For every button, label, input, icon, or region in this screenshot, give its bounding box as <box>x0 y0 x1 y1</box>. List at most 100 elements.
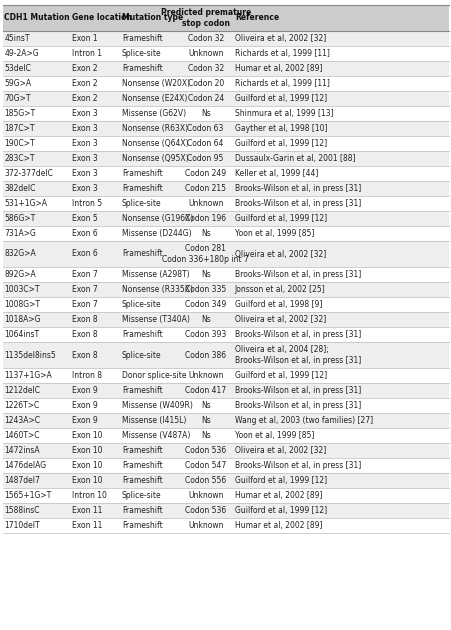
Text: Gayther et al, 1998 [10]: Gayther et al, 1998 [10] <box>234 124 327 133</box>
Text: 1710delT: 1710delT <box>4 521 40 530</box>
Text: Exon 10: Exon 10 <box>72 476 102 485</box>
Text: Guilford et al, 1999 [12]: Guilford et al, 1999 [12] <box>234 139 326 148</box>
Text: Guilford et al, 1999 [12]: Guilford et al, 1999 [12] <box>234 94 326 103</box>
Text: Unknown: Unknown <box>188 199 223 208</box>
Bar <box>3 211 448 226</box>
Bar <box>3 342 448 368</box>
Text: Nonsense (Q64X): Nonsense (Q64X) <box>121 139 188 148</box>
Bar <box>3 282 448 297</box>
Text: Codon 556: Codon 556 <box>184 476 226 485</box>
Text: Exon 6: Exon 6 <box>72 229 97 238</box>
Bar <box>3 166 448 181</box>
Text: 190C>T: 190C>T <box>4 139 35 148</box>
Text: Yoon et al, 1999 [85]: Yoon et al, 1999 [85] <box>234 229 313 238</box>
Text: Frameshift: Frameshift <box>121 184 162 193</box>
Bar <box>3 181 448 196</box>
Text: Frameshift: Frameshift <box>121 330 162 339</box>
Bar <box>3 458 448 473</box>
Text: Intron 1: Intron 1 <box>72 49 102 58</box>
Text: 1243A>C: 1243A>C <box>4 416 40 425</box>
Text: 731A>G: 731A>G <box>4 229 36 238</box>
Text: Frameshift: Frameshift <box>121 461 162 470</box>
Text: 1135del8ins5: 1135del8ins5 <box>4 350 56 360</box>
Text: Codon 63: Codon 63 <box>187 124 223 133</box>
Text: Missense (D244G): Missense (D244G) <box>121 229 191 238</box>
Text: Codon 335: Codon 335 <box>184 285 226 294</box>
Text: 1476delAG: 1476delAG <box>4 461 46 470</box>
Text: Exon 11: Exon 11 <box>72 521 102 530</box>
Text: Exon 10: Exon 10 <box>72 461 102 470</box>
Text: Unknown: Unknown <box>188 491 223 500</box>
Text: Richards et al, 1999 [11]: Richards et al, 1999 [11] <box>234 79 329 88</box>
Text: 586G>T: 586G>T <box>4 214 36 223</box>
Text: 70G>T: 70G>T <box>4 94 31 103</box>
Text: Exon 3: Exon 3 <box>72 109 97 118</box>
Text: Guilford et al, 1999 [12]: Guilford et al, 1999 [12] <box>234 476 326 485</box>
Text: Exon 11: Exon 11 <box>72 506 102 515</box>
Text: 1226T>C: 1226T>C <box>4 401 39 410</box>
Text: Ns: Ns <box>200 109 210 118</box>
Text: Dussaulx-Garin et al, 2001 [88]: Dussaulx-Garin et al, 2001 [88] <box>234 154 354 163</box>
Text: Codon 249: Codon 249 <box>185 169 226 178</box>
Text: 283C>T: 283C>T <box>4 154 35 163</box>
Bar <box>3 5 448 31</box>
Bar <box>3 368 448 383</box>
Bar <box>3 61 448 76</box>
Text: Oliveira et al, 2002 [32]: Oliveira et al, 2002 [32] <box>234 34 325 43</box>
Text: 45insT: 45insT <box>4 34 30 43</box>
Text: Splice-site: Splice-site <box>121 491 161 500</box>
Text: Codon 32: Codon 32 <box>187 34 223 43</box>
Text: Exon 3: Exon 3 <box>72 169 97 178</box>
Text: Missense (T340A): Missense (T340A) <box>121 315 189 324</box>
Bar <box>3 136 448 151</box>
Text: Jonsson et al, 2002 [25]: Jonsson et al, 2002 [25] <box>234 285 325 294</box>
Bar <box>3 398 448 413</box>
Text: Codon 386: Codon 386 <box>185 350 226 360</box>
Text: Nonsense (G196X): Nonsense (G196X) <box>121 214 193 223</box>
Text: Frameshift: Frameshift <box>121 64 162 73</box>
Text: Brooks-Wilson et al, in press [31]: Brooks-Wilson et al, in press [31] <box>234 184 360 193</box>
Text: Codon 196: Codon 196 <box>185 214 226 223</box>
Text: Brooks-Wilson et al, in press [31]: Brooks-Wilson et al, in press [31] <box>234 330 360 339</box>
Text: Ns: Ns <box>200 431 210 440</box>
Text: Codon 32: Codon 32 <box>187 64 223 73</box>
Text: Frameshift: Frameshift <box>121 34 162 43</box>
Text: Yoon et al, 1999 [85]: Yoon et al, 1999 [85] <box>234 431 313 440</box>
Bar <box>3 297 448 312</box>
Text: Keller et al, 1999 [44]: Keller et al, 1999 [44] <box>234 169 318 178</box>
Text: Humar et al, 2002 [89]: Humar et al, 2002 [89] <box>234 64 322 73</box>
Bar <box>3 241 448 267</box>
Text: Exon 7: Exon 7 <box>72 285 97 294</box>
Text: Frameshift: Frameshift <box>121 386 162 395</box>
Text: Guilford et al, 1999 [12]: Guilford et al, 1999 [12] <box>234 214 326 223</box>
Bar <box>3 327 448 342</box>
Text: Exon 8: Exon 8 <box>72 315 97 324</box>
Text: 832G>A: 832G>A <box>4 249 36 258</box>
Text: Codon 393: Codon 393 <box>184 330 226 339</box>
Text: 1064insT: 1064insT <box>4 330 39 339</box>
Text: Splice-site: Splice-site <box>121 49 161 58</box>
Text: Codon 20: Codon 20 <box>187 79 223 88</box>
Text: Predicted premature
stop codon: Predicted premature stop codon <box>160 8 250 28</box>
Text: 1472insA: 1472insA <box>4 446 40 455</box>
Text: Codon 417: Codon 417 <box>185 386 226 395</box>
Text: Unknown: Unknown <box>188 49 223 58</box>
Text: Nonsense (E24X): Nonsense (E24X) <box>121 94 187 103</box>
Text: Codon 215: Codon 215 <box>185 184 226 193</box>
Text: Oliveira et al, 2004 [28];
Brooks-Wilson et al, in press [31]: Oliveira et al, 2004 [28]; Brooks-Wilson… <box>234 345 360 365</box>
Text: Exon 5: Exon 5 <box>72 214 97 223</box>
Text: 1565+1G>T: 1565+1G>T <box>4 491 51 500</box>
Text: 49-2A>G: 49-2A>G <box>4 49 39 58</box>
Bar <box>3 267 448 282</box>
Text: Codon 536: Codon 536 <box>184 506 226 515</box>
Text: Missense (I415L): Missense (I415L) <box>121 416 186 425</box>
Text: 531+1G>A: 531+1G>A <box>4 199 47 208</box>
Bar <box>3 106 448 121</box>
Bar <box>3 196 448 211</box>
Bar <box>3 226 448 241</box>
Text: Frameshift: Frameshift <box>121 506 162 515</box>
Text: Splice-site: Splice-site <box>121 350 161 360</box>
Text: Ns: Ns <box>200 416 210 425</box>
Text: Codon 95: Codon 95 <box>187 154 223 163</box>
Text: Missense (G62V): Missense (G62V) <box>121 109 185 118</box>
